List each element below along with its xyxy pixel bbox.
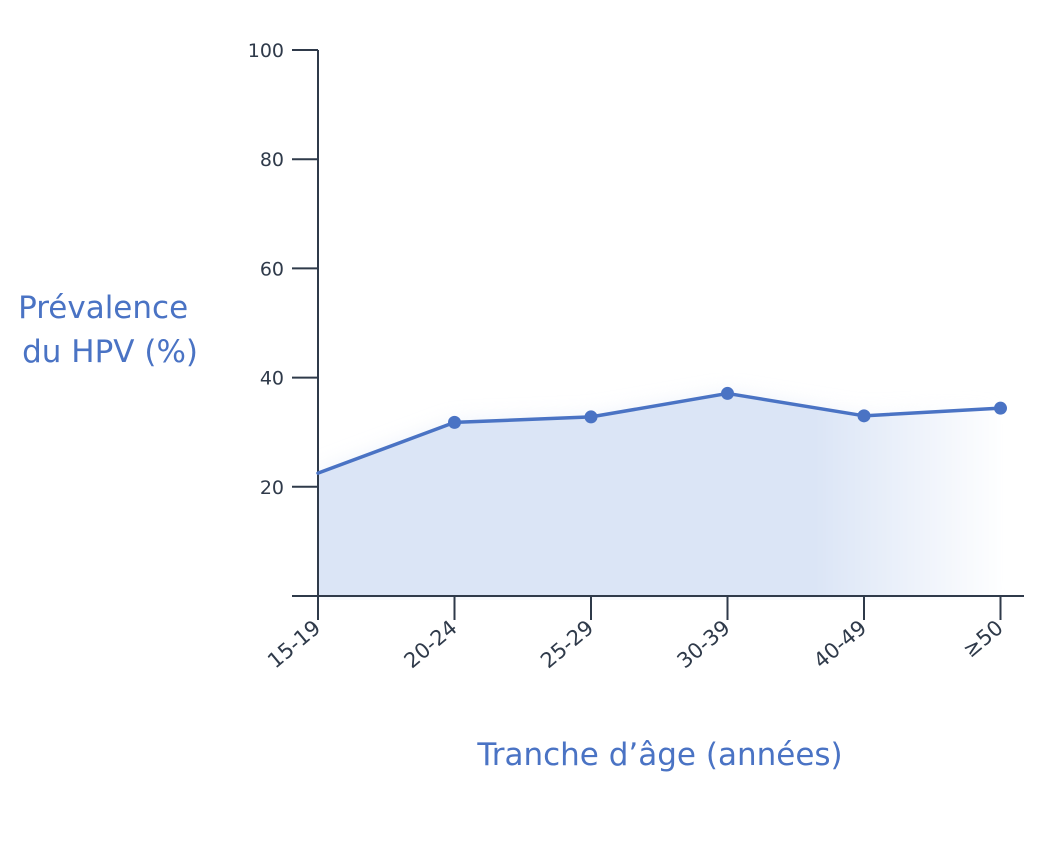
y-tick-label: 40 — [260, 368, 284, 390]
data-point — [857, 409, 871, 423]
x-tick-label: 20-24 — [400, 615, 462, 673]
x-tick-label: 25-29 — [536, 615, 598, 673]
y-tick-label: 100 — [248, 40, 284, 62]
x-tick-label: 30-39 — [673, 615, 735, 673]
data-point — [448, 415, 461, 429]
y-tick-label: 80 — [260, 149, 284, 171]
y-axis-title: Prévalence du HPV (%) — [18, 290, 198, 370]
data-point — [721, 386, 734, 400]
x-tick-label: 15-19 — [263, 615, 325, 673]
area-fill — [318, 393, 1001, 596]
y-ticks: 20 40 60 80 100 — [248, 40, 318, 499]
x-axis-title: Tranche d’âge (années) — [476, 737, 842, 773]
area-group — [318, 393, 1001, 596]
y-tick-label: 20 — [260, 477, 284, 499]
data-point — [994, 401, 1007, 415]
y-tick-label: 60 — [260, 258, 284, 280]
y-axis-title-line-1: Prévalence — [18, 290, 188, 326]
series-points — [448, 386, 1007, 429]
x-tick-label: ≥50 — [958, 615, 1007, 662]
data-point — [584, 410, 598, 424]
x-ticks: 15-19 20-24 25-29 30-39 40-49 ≥50 — [263, 596, 1008, 673]
y-axis-title-line-2: du HPV (%) — [22, 334, 198, 370]
series-line — [316, 391, 1003, 475]
x-tick-label: 40-49 — [809, 615, 871, 673]
